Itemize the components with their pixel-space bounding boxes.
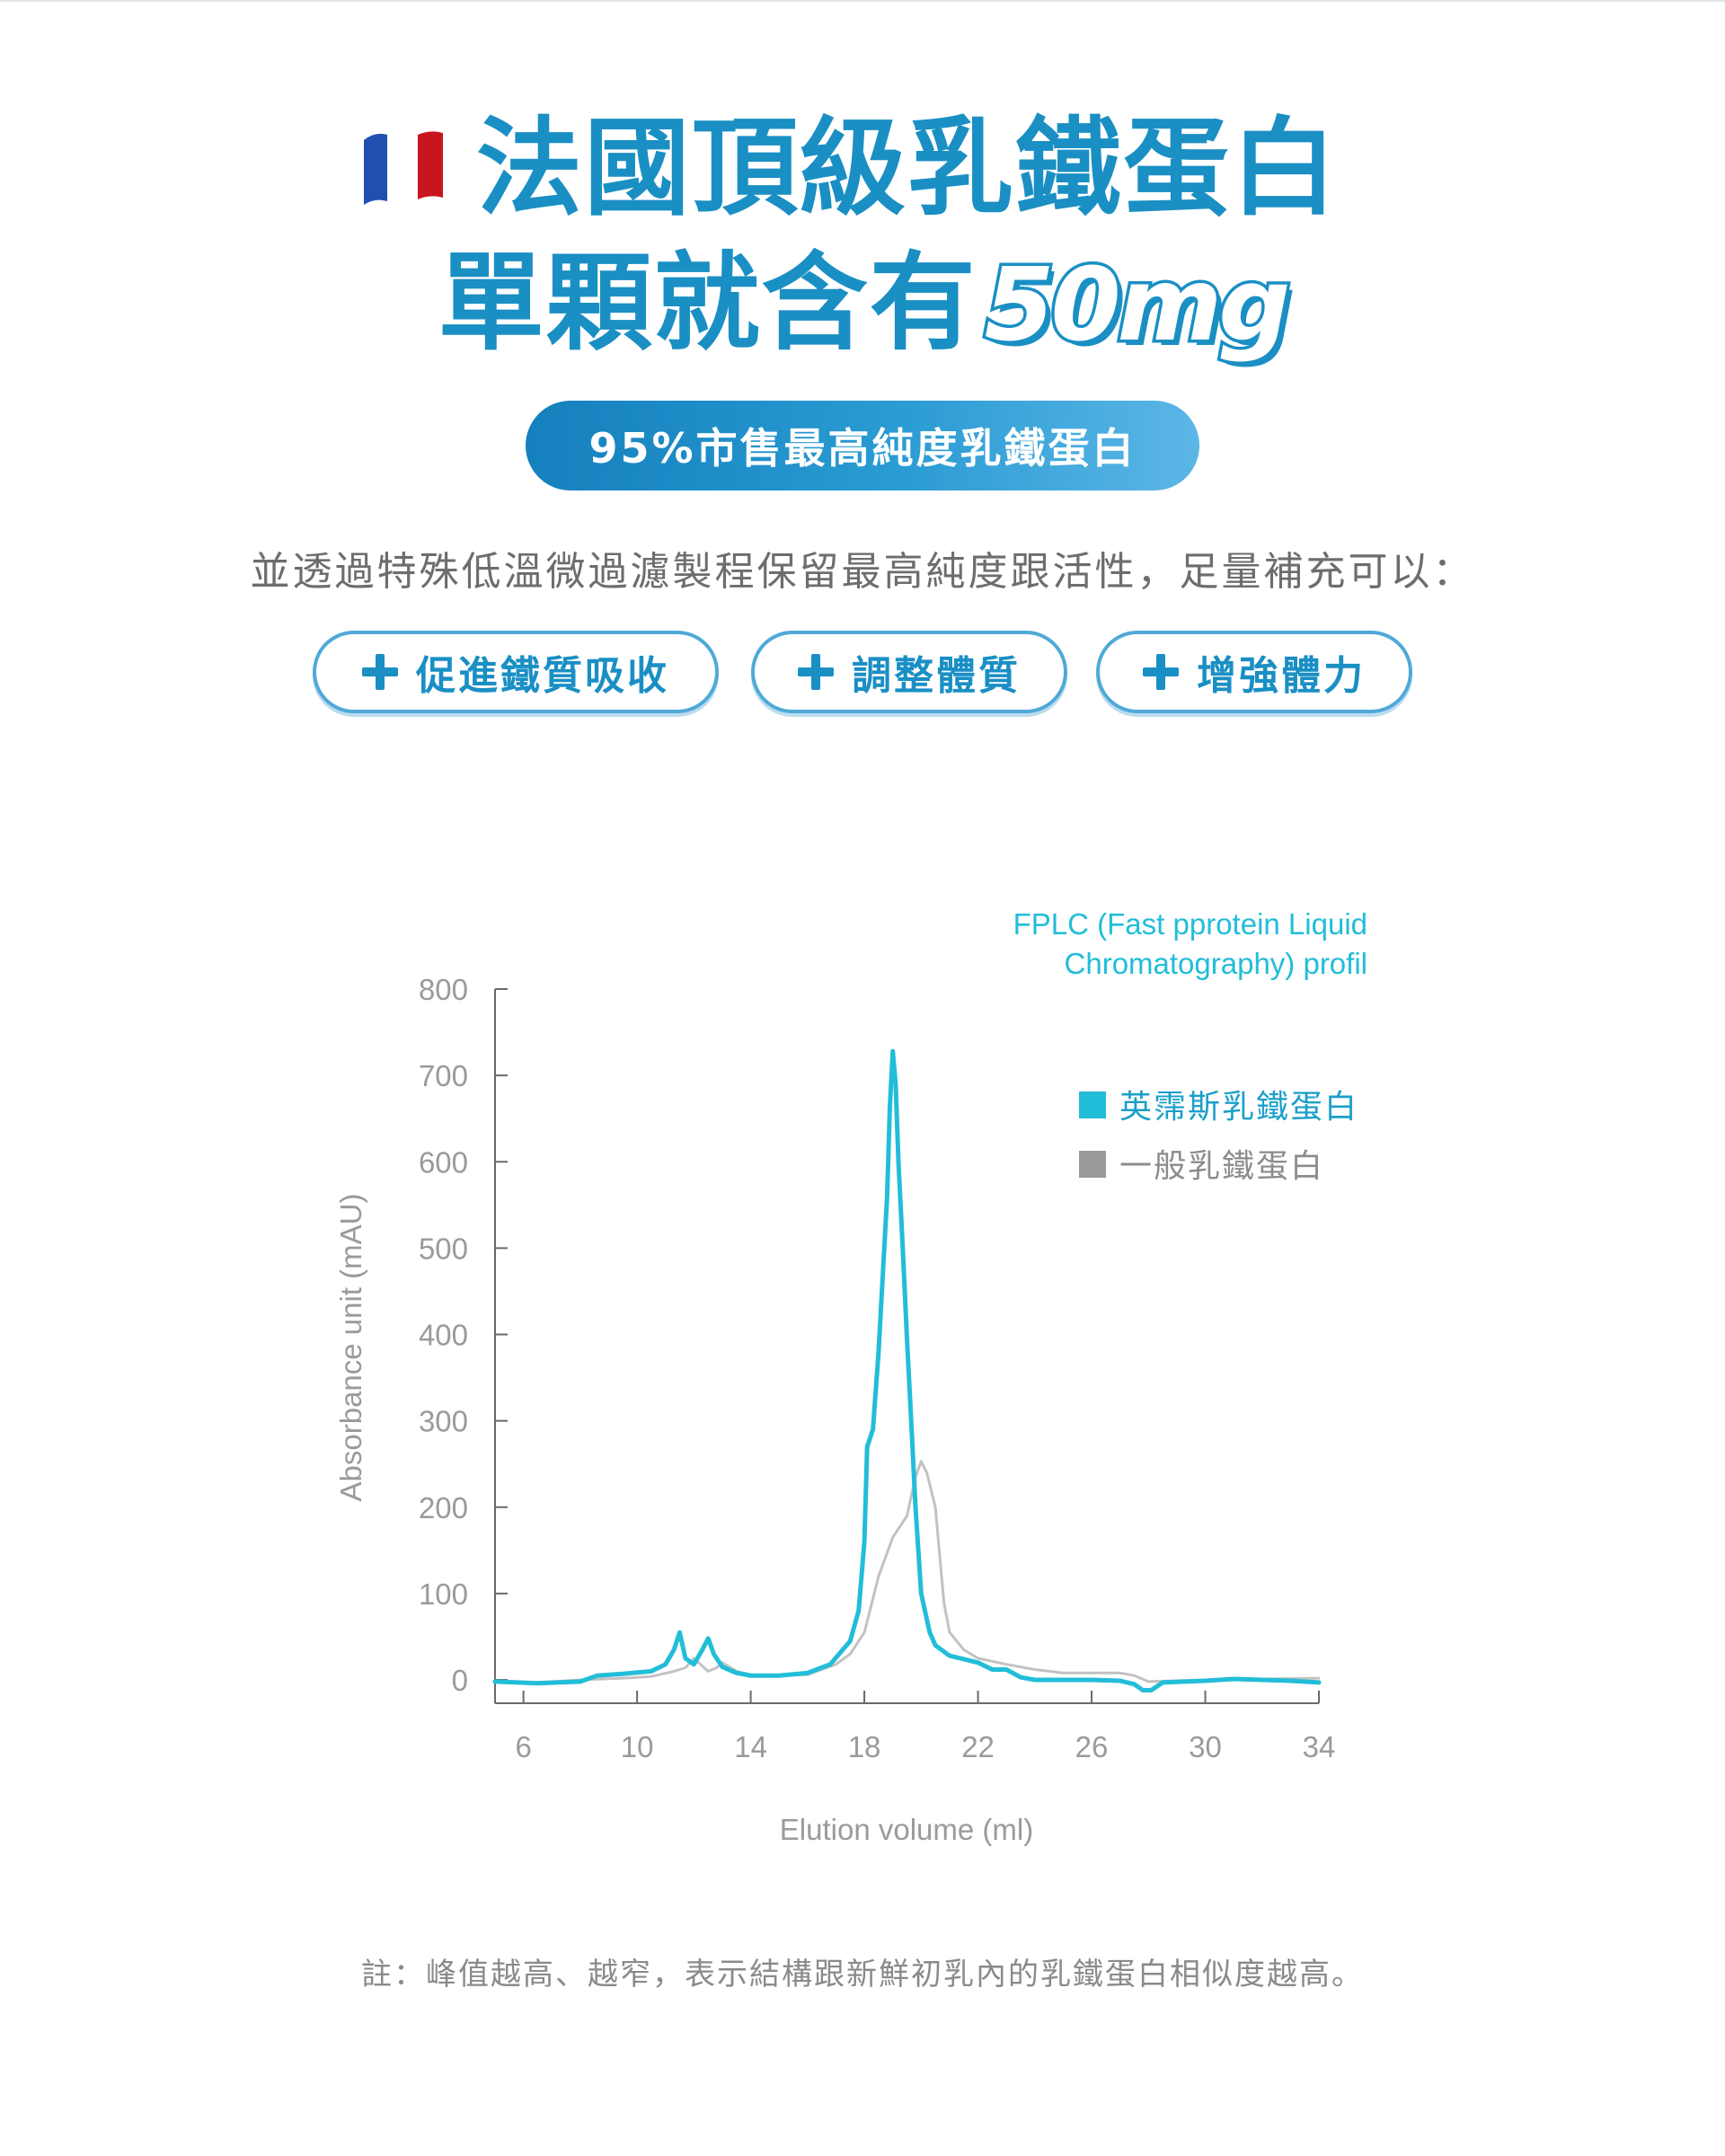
benefit-label: 增強體力 <box>1197 653 1366 699</box>
y-tick-label: 500 <box>419 1232 468 1265</box>
purity-badge: 95%市售最高純度乳鐵蛋白 <box>526 401 1199 490</box>
legend-label-primary: 英霈斯乳鐵蛋白 <box>1119 1089 1358 1126</box>
y-tick-label: 100 <box>419 1577 468 1611</box>
x-tick-label: 10 <box>621 1730 654 1763</box>
chart-series <box>492 1048 1322 1692</box>
x-tick-label: 26 <box>1075 1730 1109 1763</box>
intro-text: 並透過特殊低溫微過濾製程保留最高純度跟活性，足量補充可以： <box>250 549 1475 595</box>
x-axis-title: Elution volume (ml) <box>780 1813 1033 1846</box>
y-tick-label: 600 <box>419 1145 468 1179</box>
y-tick-label: 0 <box>452 1664 468 1697</box>
france-flag-icon <box>364 131 443 205</box>
y-axis-title: Absorbance unit (mAU) <box>334 1194 367 1502</box>
plus-icon <box>1143 654 1179 690</box>
benefit-tag-stamina: 增強體力 <box>1096 631 1412 713</box>
headline-line-2: 單顆就含有50mg <box>0 247 1725 364</box>
chart-title-line-1: FPLC (Fast pprotein Liquid <box>1013 907 1367 941</box>
x-tick-label: 22 <box>961 1730 995 1763</box>
y-tick-label: 400 <box>419 1319 468 1352</box>
benefit-tag-iron-absorption: 促進鐵質吸收 <box>313 631 719 713</box>
series-line-primary <box>492 1048 1322 1692</box>
y-tick-label: 300 <box>419 1405 468 1438</box>
series-line-secondary <box>493 1460 1321 1684</box>
legend-swatch-secondary <box>1079 1151 1106 1178</box>
dose-amount: 50mg <box>981 247 1294 364</box>
footnote: 註：峰值越高、越窄，表示結構跟新鮮初乳內的乳鐵蛋白相似度越高。 <box>361 1957 1364 1993</box>
headline-line-1: 法國頂級乳鐵蛋白 <box>475 106 1339 230</box>
x-tick-label: 30 <box>1189 1730 1222 1763</box>
x-tick-label: 6 <box>515 1730 531 1763</box>
legend-swatch-primary <box>1079 1091 1106 1118</box>
benefit-label: 調整體質 <box>852 653 1021 699</box>
x-tick-label: 14 <box>734 1730 767 1763</box>
y-tick-label: 700 <box>419 1059 468 1092</box>
benefit-label: 促進鐵質吸收 <box>416 653 669 699</box>
top-divider <box>0 0 1725 2</box>
y-tick-label: 800 <box>419 973 468 1006</box>
x-tick-label: 18 <box>848 1730 881 1763</box>
chart-axes: 0 100 200 300 400 500 600 700 800 6 10 14 18 22 26 30 34 <box>419 973 1335 1763</box>
headline-line-2-text: 單顆就含有 <box>438 241 978 365</box>
benefit-tag-body-condition: 調整體質 <box>751 631 1067 713</box>
plus-icon <box>362 654 398 690</box>
chart-legend: 英霈斯乳鐵蛋白 一般乳鐵蛋白 <box>1079 1089 1358 1185</box>
chart-title-line-2: Chromatography) profil <box>1065 947 1367 980</box>
plus-icon <box>798 654 834 690</box>
legend-label-secondary: 一般乳鐵蛋白 <box>1119 1148 1324 1185</box>
y-tick-label: 200 <box>419 1491 468 1524</box>
x-tick-label: 34 <box>1303 1730 1336 1763</box>
